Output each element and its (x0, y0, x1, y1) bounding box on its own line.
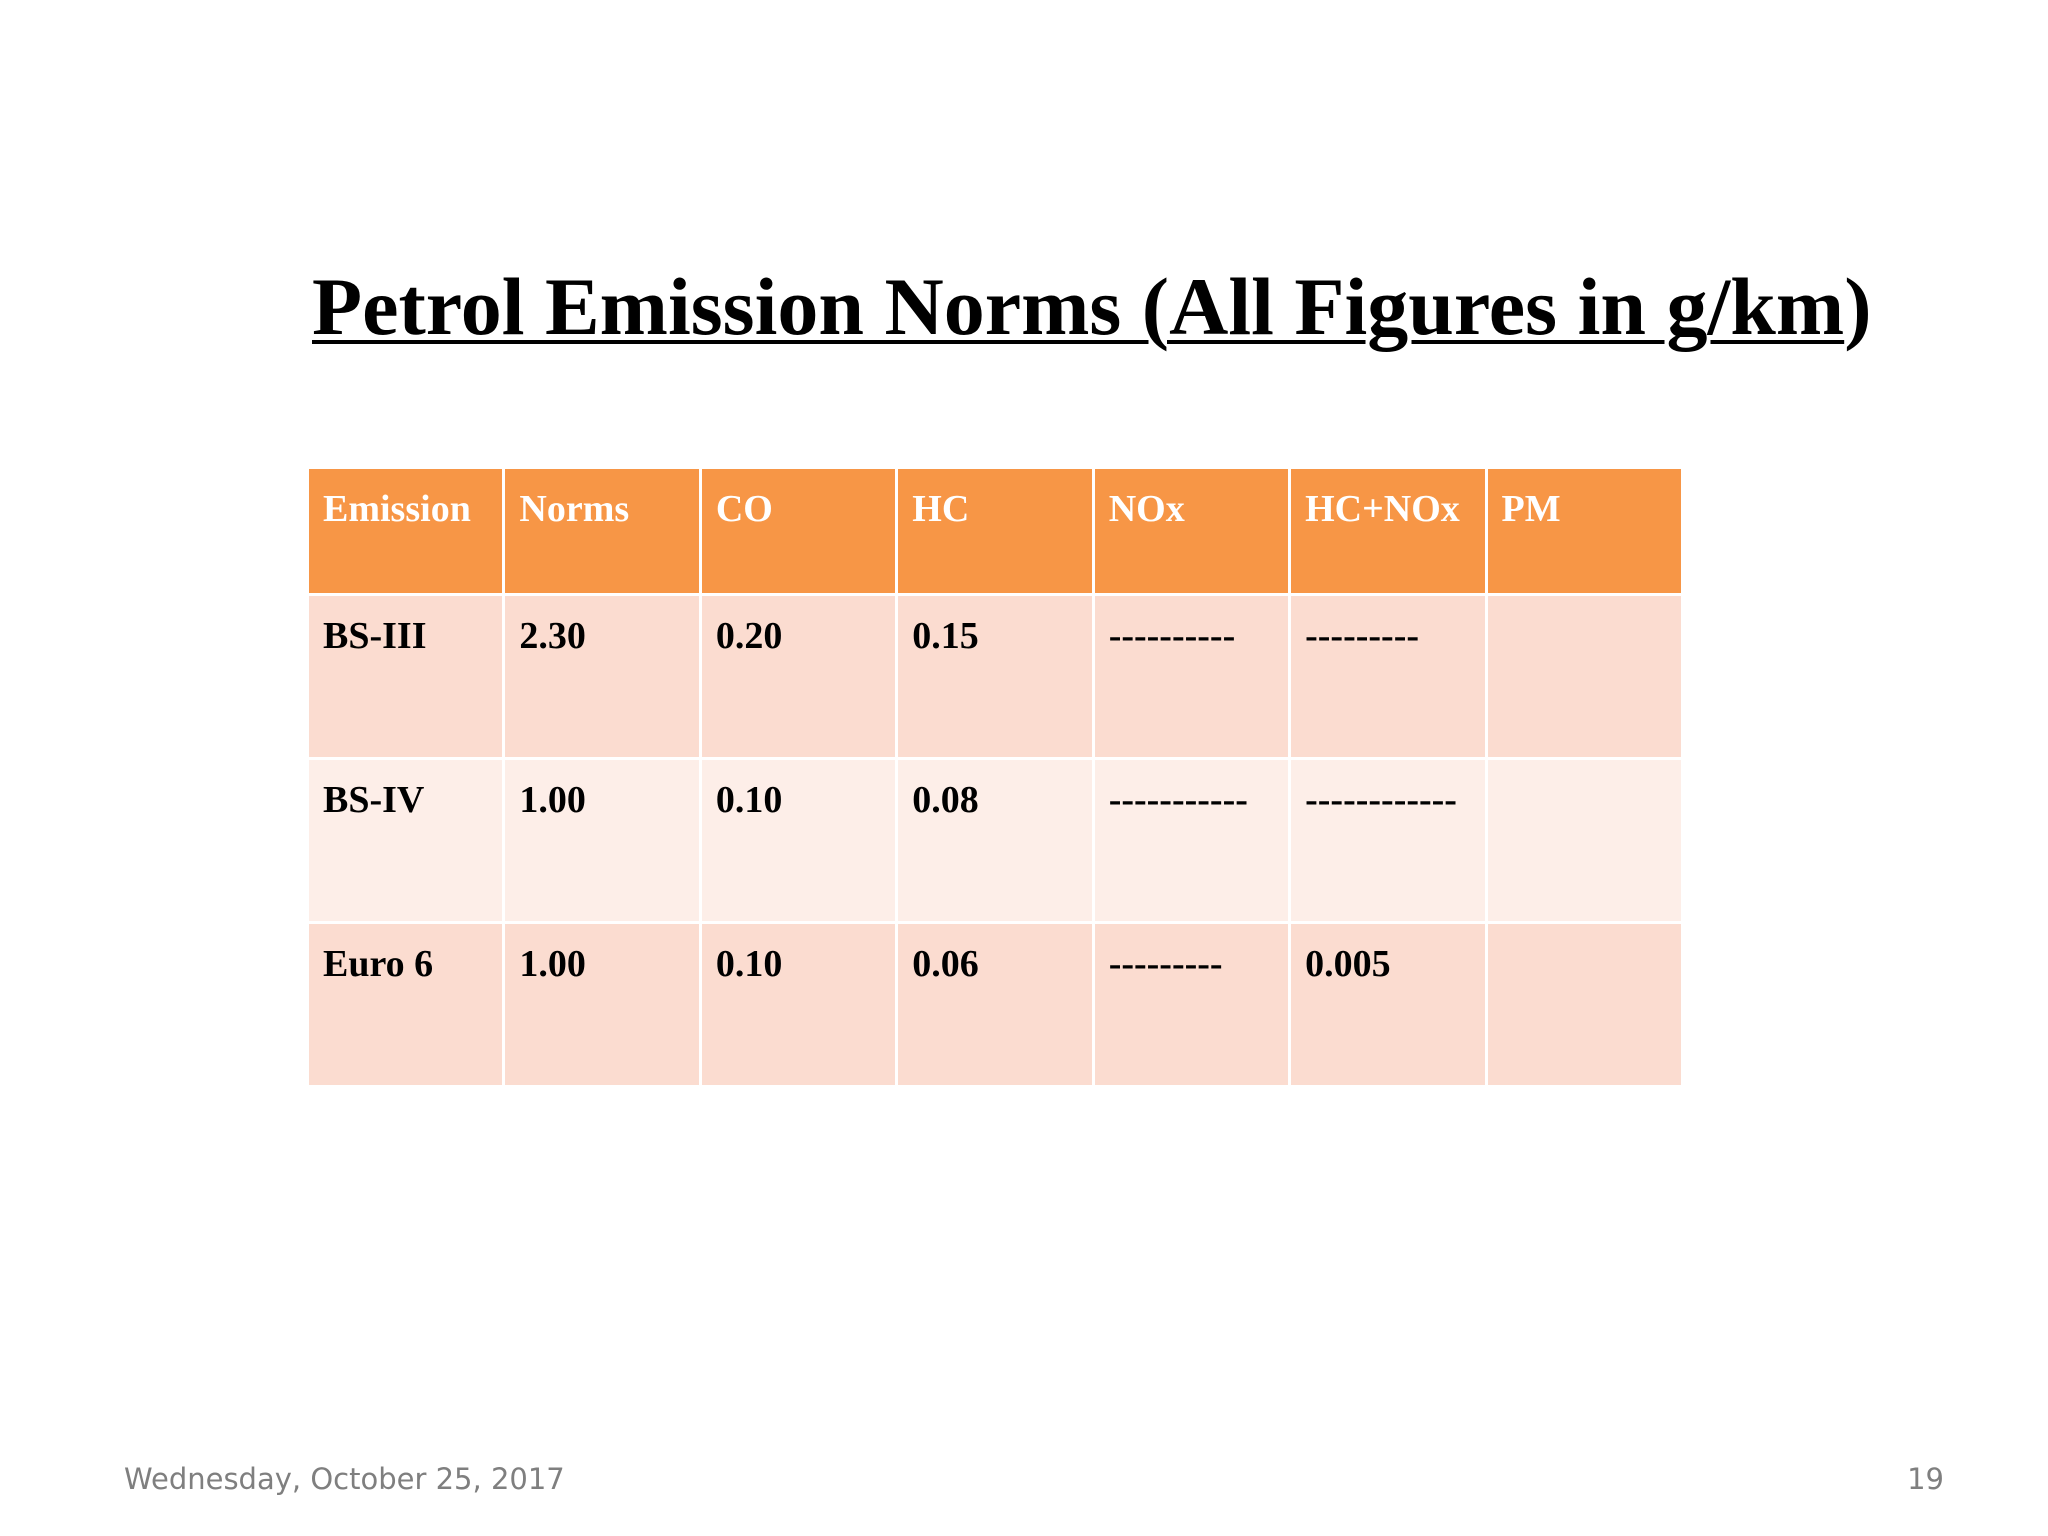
table-header-row: Emission Norms CO HC NOx HC+NOx PM (309, 469, 1681, 593)
footer-date: Wednesday, October 25, 2017 (124, 1462, 565, 1496)
table-cell: BS-III (309, 596, 503, 757)
table-cell: 0.20 (701, 596, 896, 757)
table-cell: 0.10 (701, 760, 896, 921)
header-hc: HC (898, 469, 1092, 593)
table-cell: --------- (1094, 924, 1289, 1085)
emission-norms-table: Emission Norms CO HC NOx HC+NOx PM BS-II… (306, 466, 1684, 1088)
table-cell: ---------- (1094, 596, 1289, 757)
table-cell: 2.30 (505, 596, 699, 757)
header-nox: NOx (1094, 469, 1289, 593)
header-pm: PM (1487, 469, 1681, 593)
table-cell (1487, 596, 1681, 757)
table-cell: 1.00 (505, 924, 699, 1085)
table-cell: 0.10 (701, 924, 896, 1085)
slide-title: Petrol Emission Norms (All Figures in g/… (312, 260, 1872, 354)
table-cell (1487, 924, 1681, 1085)
table-cell: ------------ (1291, 760, 1485, 921)
slide-title-underlined: Petrol Emission Norms (All Figures in g/… (312, 261, 1845, 352)
table-cell: 0.005 (1291, 924, 1485, 1085)
table-cell: BS-IV (309, 760, 503, 921)
table-row: Euro 6 1.00 0.10 0.06 --------- 0.005 (309, 924, 1681, 1085)
table-cell: 0.15 (898, 596, 1092, 757)
table-cell (1487, 760, 1681, 921)
header-emission: Emission (309, 469, 503, 593)
table-cell: 1.00 (505, 760, 699, 921)
slide-title-tail: ) (1844, 261, 1872, 352)
emission-table-container: Emission Norms CO HC NOx HC+NOx PM BS-II… (306, 466, 1684, 1088)
table-cell: Euro 6 (309, 924, 503, 1085)
header-co: CO (701, 469, 896, 593)
table-cell: ----------- (1094, 760, 1289, 921)
table-row: BS-III 2.30 0.20 0.15 ---------- -------… (309, 596, 1681, 757)
table-row: BS-IV 1.00 0.10 0.08 ----------- -------… (309, 760, 1681, 921)
header-norms: Norms (505, 469, 699, 593)
table-cell: --------- (1291, 596, 1485, 757)
table-cell: 0.08 (898, 760, 1092, 921)
footer-page-number: 19 (1907, 1462, 1944, 1496)
table-cell: 0.06 (898, 924, 1092, 1085)
header-hc-nox: HC+NOx (1291, 469, 1485, 593)
